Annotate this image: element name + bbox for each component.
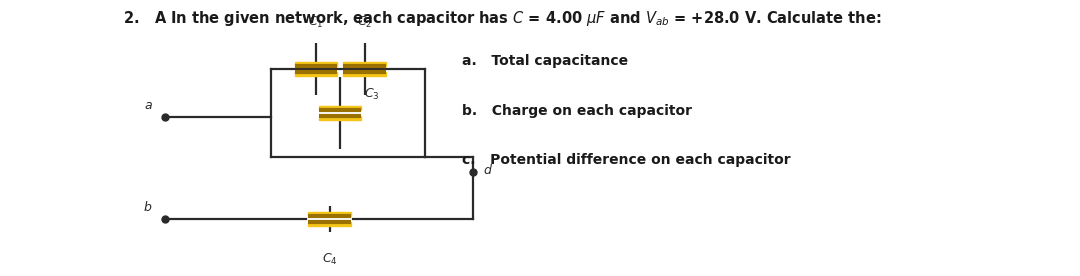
Bar — [319, 107, 362, 110]
Text: a.   Total capacitance: a. Total capacitance — [462, 54, 629, 68]
Bar — [309, 212, 351, 216]
Text: $C_2$: $C_2$ — [357, 14, 373, 30]
Bar — [343, 62, 386, 66]
Text: b.   Charge on each capacitor: b. Charge on each capacitor — [462, 104, 692, 118]
Bar — [295, 72, 337, 76]
Bar — [295, 62, 337, 66]
Text: $a$: $a$ — [144, 99, 152, 112]
Text: c.   Potential difference on each capacitor: c. Potential difference on each capacito… — [462, 153, 791, 167]
Bar — [319, 116, 362, 120]
Bar — [309, 222, 351, 226]
Text: $d$: $d$ — [484, 163, 494, 177]
Text: $C_1$: $C_1$ — [308, 14, 324, 30]
Text: $C_3$: $C_3$ — [364, 87, 379, 102]
Bar — [343, 72, 386, 76]
Text: $C_4$: $C_4$ — [322, 251, 337, 267]
Text: 2.   A In the given network, each capacitor has $C$ = 4.00 $\mu F$ and $V_{ab}$ : 2. A In the given network, each capacito… — [123, 9, 881, 28]
Text: $b$: $b$ — [143, 200, 152, 214]
